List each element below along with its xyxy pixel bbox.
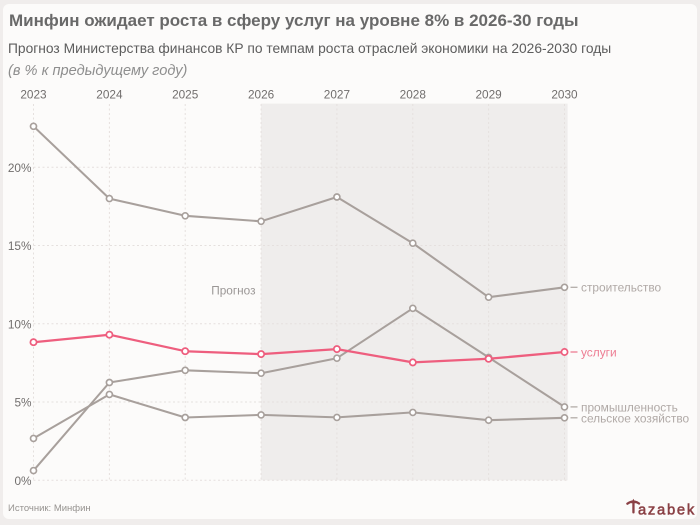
svg-text:Источник: Минфин: Источник: Минфин: [8, 503, 91, 514]
svg-text:azabek: azabek: [638, 502, 696, 518]
svg-text:2025: 2025: [172, 88, 199, 102]
svg-text:0%: 0%: [14, 474, 32, 488]
svg-text:2029: 2029: [475, 88, 501, 102]
svg-text:2023: 2023: [20, 88, 47, 102]
svg-text:Прогноз: Прогноз: [211, 284, 255, 298]
svg-text:5%: 5%: [14, 396, 32, 410]
svg-text:2026: 2026: [248, 88, 275, 102]
svg-text:2024: 2024: [96, 88, 123, 102]
svg-text:15%: 15%: [8, 239, 32, 253]
svg-text:Прогноз Министерства финансов: Прогноз Министерства финансов КР по темп…: [8, 41, 611, 56]
svg-text:10%: 10%: [8, 317, 32, 331]
svg-text:строительство: строительство: [581, 281, 661, 295]
svg-text:2030: 2030: [551, 88, 578, 102]
svg-text:20%: 20%: [8, 161, 32, 175]
svg-text:услуги: услуги: [581, 345, 617, 359]
svg-text:Минфин ожидает роста в сферу у: Минфин ожидает роста в сферу услуг на ур…: [9, 11, 579, 30]
svg-text:промышленность: промышленность: [581, 400, 678, 414]
svg-text:(в % к предыдущему году): (в % к предыдущему году): [8, 63, 187, 79]
svg-text:2027: 2027: [324, 88, 350, 102]
svg-text:сельское хозяйство: сельское хозяйство: [581, 411, 690, 425]
svg-text:2028: 2028: [400, 88, 427, 102]
